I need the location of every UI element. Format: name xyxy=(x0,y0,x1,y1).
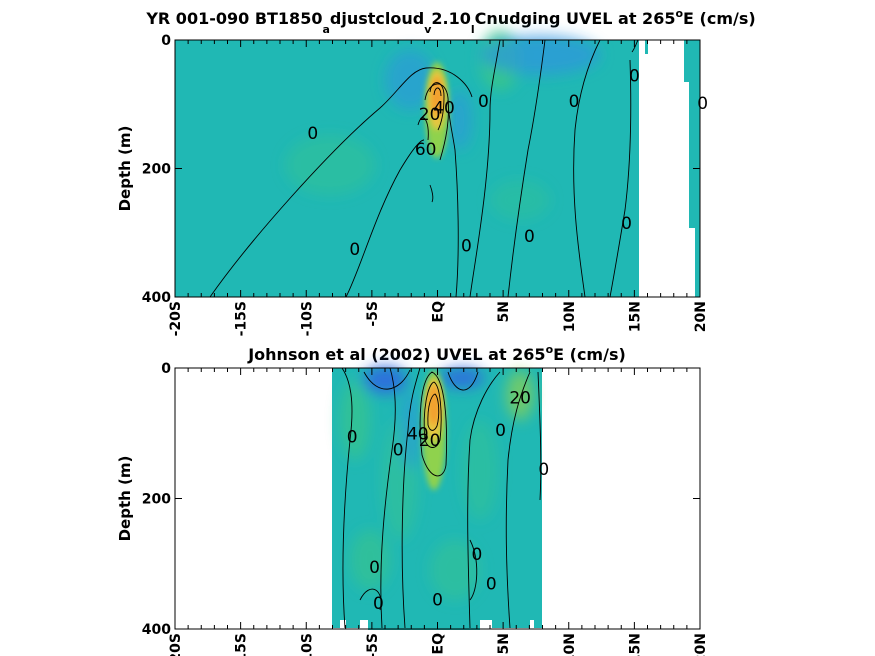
bottom-panel: Johnson et al (2002) UVEL at 265oE (cm/s… xyxy=(116,343,709,656)
top-ticks xyxy=(174,39,701,298)
top-contour-label: 0 xyxy=(629,66,640,86)
bottom-x-tick-label: -10S xyxy=(299,633,315,656)
bottom-y-axis-label: Depth (m) xyxy=(116,456,134,542)
top-contour-label: 0 xyxy=(569,92,580,112)
bottom-x-tick-label: 10N xyxy=(562,633,578,656)
top-x-tick-label: -5S xyxy=(365,301,381,327)
top-x-tick-label: -15S xyxy=(234,301,250,336)
top-contour-label: 60 xyxy=(415,140,437,160)
top-x-tick-label: -20S xyxy=(168,301,184,336)
bottom-x-tick-label: -5S xyxy=(365,633,381,656)
top-x-tick-label: EQ xyxy=(431,301,447,323)
bottom-contour-label: 0 xyxy=(432,591,443,611)
bottom-x-tick-label: 15N xyxy=(627,633,643,656)
top-heatmap xyxy=(175,30,701,297)
bottom-contour-label: 0 xyxy=(369,558,380,578)
top-y-tick-label: 200 xyxy=(142,162,171,178)
top-contours xyxy=(209,39,639,298)
bottom-x-tick-label: -15S xyxy=(234,633,250,656)
bottom-x-tick-label: -20S xyxy=(168,633,184,656)
top-x-tick-label: 10N xyxy=(562,301,578,332)
top-panel-title: YR 001-090 BT1850adjustcloudv2.10lCnudgi… xyxy=(145,7,755,36)
bottom-y-tick-label: 0 xyxy=(161,361,171,377)
bottom-contour-label: 0 xyxy=(347,428,358,448)
top-contour-label: 0 xyxy=(461,237,472,257)
bottom-x-tick-label: EQ xyxy=(431,633,447,655)
top-contour-label: 20 xyxy=(419,105,441,125)
bottom-x-tick-label: 20N xyxy=(693,633,709,656)
bottom-ticks xyxy=(174,367,701,630)
top-panel: YR 001-090 BT1850adjustcloudv2.10lCnudgi… xyxy=(116,7,756,336)
top-contour-label: 0 xyxy=(621,214,632,234)
top-y-axis-label: Depth (m) xyxy=(116,126,134,212)
bottom-panel-title: Johnson et al (2002) UVEL at 265oE (cm/s… xyxy=(247,343,626,364)
bottom-contours xyxy=(341,367,542,629)
top-x-tick-label: 5N xyxy=(496,301,512,322)
top-x-tick-label: 15N xyxy=(627,301,643,332)
top-x-tick-label: -10S xyxy=(299,301,315,336)
top-y-tick-labels: 0 200 400 xyxy=(142,33,171,306)
top-y-tick-label: 400 xyxy=(142,290,171,306)
bottom-contour-label: 20 xyxy=(419,431,441,451)
top-contour-label: 0 xyxy=(349,240,360,260)
top-contour-label: 0 xyxy=(697,94,708,114)
bottom-contour-label: 20 xyxy=(509,388,531,408)
top-contour-label: 0 xyxy=(307,124,318,144)
top-x-tick-label: 20N xyxy=(693,301,709,332)
bottom-contour-label: 0 xyxy=(495,421,506,441)
top-contour-label: 40 xyxy=(433,98,455,118)
top-contour-label: 0 xyxy=(524,227,535,247)
bottom-contour-label: 0 xyxy=(393,441,404,461)
bottom-y-tick-label: 200 xyxy=(142,492,171,508)
bottom-contour-label: 0 xyxy=(486,574,497,594)
bottom-x-tick-labels: -20S -15S -10S -5S EQ 5N 10N 15N 20N xyxy=(168,633,709,656)
bottom-y-tick-label: 400 xyxy=(142,622,171,638)
top-x-tick-labels: -20S -15S -10S -5S EQ 5N 10N 15N 20N xyxy=(168,301,709,336)
bottom-contour-label: 0 xyxy=(538,460,549,480)
bottom-contour-label: 0 xyxy=(471,545,482,565)
bottom-contour-label: 0 xyxy=(373,594,384,614)
bottom-x-tick-label: 5N xyxy=(496,633,512,654)
top-y-tick-label: 0 xyxy=(161,33,171,49)
bottom-contour-label: 40 xyxy=(407,424,429,444)
top-contour-label: 0 xyxy=(478,92,489,112)
bottom-y-tick-labels: 0 200 400 xyxy=(142,361,171,638)
